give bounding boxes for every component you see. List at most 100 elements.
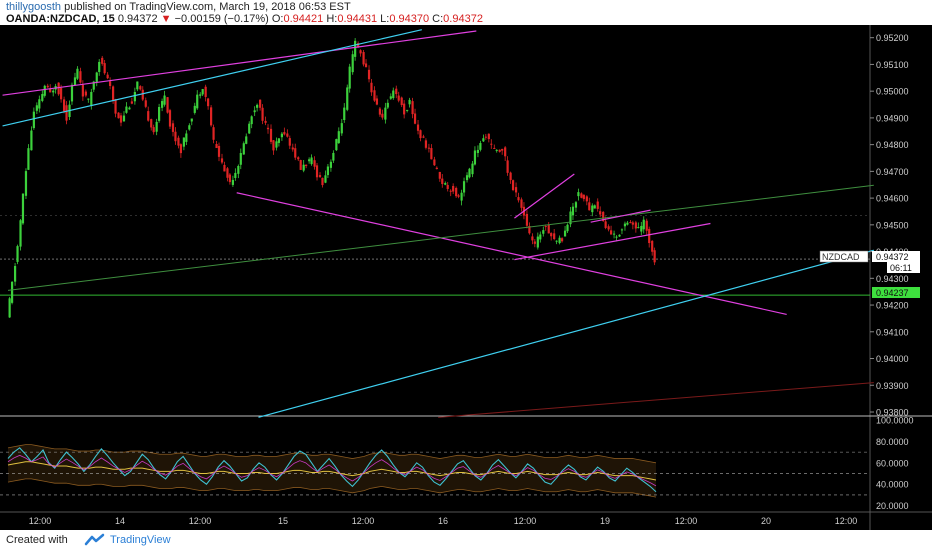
candle-body <box>618 234 621 237</box>
candle-body <box>422 136 425 138</box>
candle-body <box>430 148 433 160</box>
candle-body <box>43 85 46 96</box>
candle-body <box>651 240 654 252</box>
candle-body <box>607 226 610 230</box>
tradingview-link[interactable]: TradingView <box>110 534 171 546</box>
candle-body <box>424 140 428 148</box>
candle-body <box>10 281 14 303</box>
magenta-wedge-top <box>514 173 575 219</box>
candle-body <box>103 63 106 74</box>
candle-body <box>544 226 547 228</box>
magenta-wedge-bottom <box>514 222 711 261</box>
candle-body <box>335 139 338 151</box>
cyan-channel-upper <box>2 29 422 127</box>
candle-body <box>476 149 480 153</box>
time-axis: 12:00 14 12:00 15 12:00 16 12:00 19 12:00 20 12:00 <box>29 516 858 526</box>
candle-body <box>81 84 84 97</box>
time-tick-label: 16 <box>438 516 448 526</box>
candle-body <box>452 185 455 192</box>
candle-body <box>185 133 188 142</box>
candle-body <box>188 125 191 130</box>
candle-body <box>250 116 253 125</box>
candle-body <box>117 112 120 119</box>
candle-body <box>212 127 215 140</box>
candle-body <box>348 66 351 89</box>
price-tick-label: 0.94300 <box>876 274 909 284</box>
magenta-flag-top <box>590 209 651 223</box>
candle-body <box>332 152 335 161</box>
magenta-channel-top <box>2 30 477 96</box>
time-tick-label: 20 <box>761 516 771 526</box>
price-tick-label: 0.95000 <box>876 87 909 97</box>
price-tick-label: 0.95200 <box>876 33 909 43</box>
candle-body <box>199 94 202 96</box>
candle-body <box>506 160 509 173</box>
candle-body <box>59 88 63 100</box>
candle-body <box>147 111 150 121</box>
candle-body <box>226 168 229 178</box>
candle-body <box>364 63 368 68</box>
time-tick-label: 12:00 <box>835 516 858 526</box>
candle-body <box>19 220 22 247</box>
candle-body <box>609 230 613 235</box>
candle-body <box>237 165 240 174</box>
candle-body <box>596 201 599 209</box>
candle-body <box>626 222 629 225</box>
candle-body <box>46 85 49 88</box>
candle-body <box>130 101 133 104</box>
symbol-label[interactable]: OANDA:NZDCAD, 15 <box>6 13 115 25</box>
candle-body <box>465 175 469 181</box>
candle-body <box>242 143 245 155</box>
candle-body <box>539 234 542 240</box>
candle-body <box>95 72 98 82</box>
candle-body <box>408 99 411 105</box>
candle-body <box>631 222 634 225</box>
low-label: L: <box>380 13 390 25</box>
candle-body <box>370 82 373 93</box>
candle-body <box>484 136 487 138</box>
candle-body <box>215 144 218 149</box>
candle-body <box>378 108 382 115</box>
candle-body <box>245 136 248 144</box>
candle-body <box>490 143 493 145</box>
candle-body <box>92 81 95 90</box>
candle-body <box>217 145 221 157</box>
candles <box>8 38 656 318</box>
price-tick-label: 0.94700 <box>876 167 909 177</box>
candle-body <box>471 163 474 175</box>
trendline-drawings <box>2 29 874 418</box>
candle-body <box>555 240 558 242</box>
candle-body <box>520 199 523 208</box>
candle-body <box>566 224 569 232</box>
candle-body <box>438 171 441 179</box>
candle-body <box>542 230 545 234</box>
candle-body <box>528 226 531 234</box>
candle-body <box>136 81 139 90</box>
cyan-channel-lower <box>258 249 874 418</box>
author-link[interactable]: thillygoosth <box>6 1 62 13</box>
rsi-axis: 100.0000 80.0000 60.0000 40.0000 20.0000 <box>876 416 914 512</box>
chart-canvas[interactable]: 0.95200 0.95100 0.95000 0.94900 0.94800 0.947… <box>0 25 932 530</box>
candle-body <box>577 192 580 197</box>
candle-body <box>563 230 567 237</box>
candle-body <box>373 90 376 101</box>
candle-body <box>487 133 490 140</box>
candle-body <box>457 195 460 197</box>
candle-body <box>509 172 512 181</box>
magenta-channel-bottom <box>236 192 787 315</box>
candle-body <box>275 141 278 148</box>
candle-body <box>406 109 409 111</box>
candle-body <box>386 102 389 108</box>
level-tag-text: 0.94237 <box>876 288 909 298</box>
open-label: O: <box>271 13 284 25</box>
price-tick-label: 0.94600 <box>876 194 909 204</box>
reference-dashes <box>0 215 870 296</box>
candle-body <box>98 61 101 73</box>
countdown-tag <box>887 262 920 273</box>
published-text: published on TradingView.com, March 19, … <box>64 1 351 13</box>
candle-body <box>128 107 131 110</box>
candle-body <box>313 160 316 167</box>
candle-body <box>122 115 126 122</box>
candle-body <box>65 105 68 121</box>
candle-body <box>397 95 400 101</box>
